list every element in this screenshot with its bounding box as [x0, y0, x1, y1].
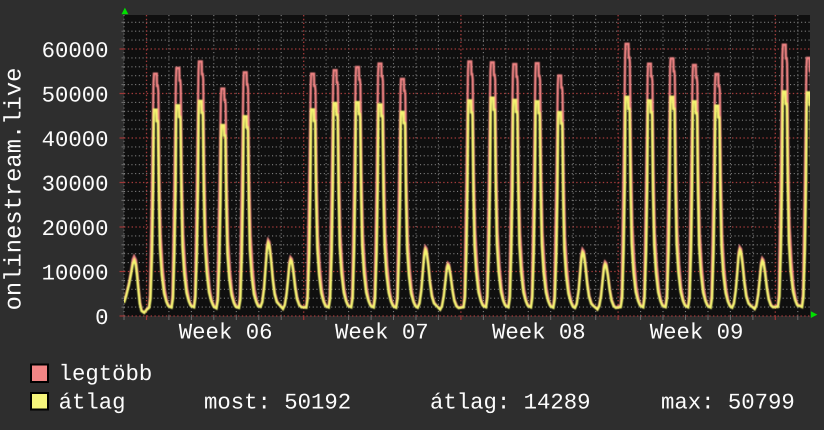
- svg-text:legtöbb: legtöbb: [59, 361, 153, 387]
- svg-text:átlag: 14289: átlag: 14289: [430, 390, 591, 416]
- svg-text:átlag: átlag: [59, 390, 126, 416]
- svg-text:Week 08: Week 08: [492, 320, 586, 346]
- svg-text:10000: 10000: [42, 261, 109, 287]
- svg-text:Week 09: Week 09: [650, 320, 744, 346]
- svg-text:onlinestream.live: onlinestream.live: [2, 68, 29, 311]
- svg-text:Week 07: Week 07: [335, 320, 429, 346]
- svg-text:0: 0: [95, 305, 108, 331]
- svg-text:50000: 50000: [42, 83, 109, 109]
- svg-text:Week 06: Week 06: [179, 320, 273, 346]
- svg-text:20000: 20000: [42, 216, 109, 242]
- svg-text:max: 50799: max: 50799: [661, 390, 795, 416]
- svg-text:60000: 60000: [42, 38, 109, 64]
- svg-text:30000: 30000: [42, 172, 109, 198]
- svg-text:40000: 40000: [42, 127, 109, 153]
- svg-text:most: 50192: most: 50192: [204, 390, 351, 416]
